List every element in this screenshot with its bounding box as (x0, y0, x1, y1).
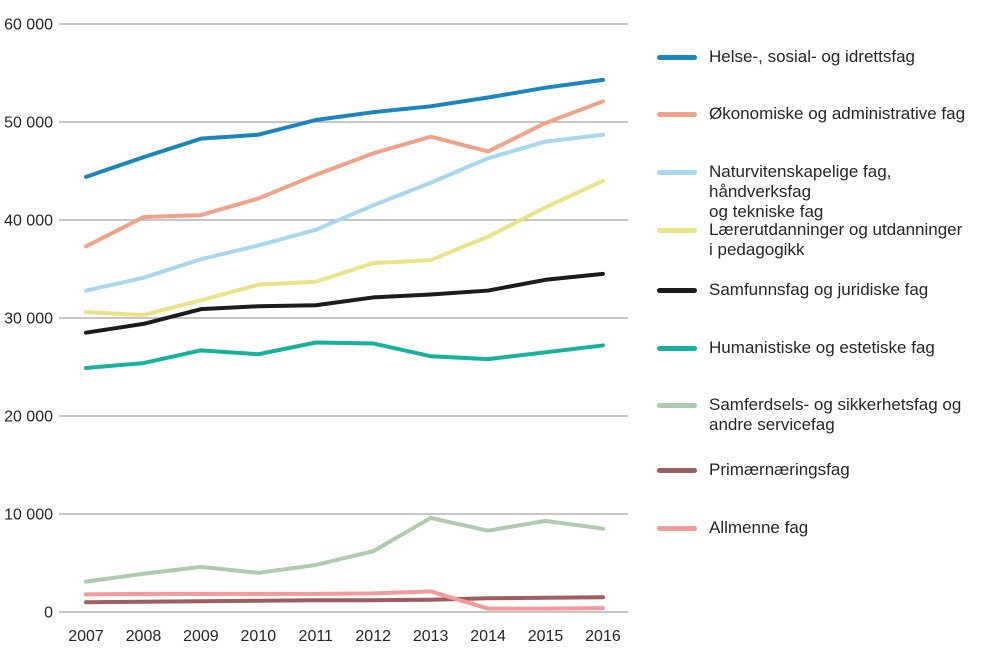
series-line-3 (84, 178, 605, 318)
y-axis-tick-label: 40 000 (4, 213, 53, 230)
y-axis-tick-label: 0 (44, 605, 53, 622)
x-axis-tick-label: 2016 (585, 628, 621, 645)
series-line-6 (84, 515, 605, 584)
x-axis-tick-label: 2009 (183, 628, 219, 645)
x-axis-tick-label: 2008 (126, 628, 162, 645)
y-axis-tick-label: 60 000 (4, 17, 53, 34)
x-axis-tick-label: 2011 (299, 628, 334, 645)
x-axis-tick-label: 2012 (355, 628, 391, 645)
y-axis-tick-label: 50 000 (4, 115, 53, 132)
x-axis-tick-label: 2010 (241, 628, 277, 645)
y-axis-tick-label: 20 000 (4, 409, 53, 426)
series-line-1 (84, 99, 605, 249)
y-axis-tick-label: 10 000 (4, 507, 53, 524)
series-line-8 (84, 589, 605, 611)
y-axis-tick-label: 30 000 (4, 311, 53, 328)
series-line-7 (84, 595, 605, 605)
series-line-4 (84, 271, 605, 335)
series-line-2 (84, 132, 605, 293)
x-axis-tick-label: 2013 (413, 628, 449, 645)
x-axis-tick-label: 2007 (68, 628, 104, 645)
x-axis-tick-label: 2015 (528, 628, 564, 645)
series-line-5 (84, 340, 605, 370)
x-axis-tick-label: 2014 (470, 628, 506, 645)
series-line-0 (84, 77, 605, 179)
